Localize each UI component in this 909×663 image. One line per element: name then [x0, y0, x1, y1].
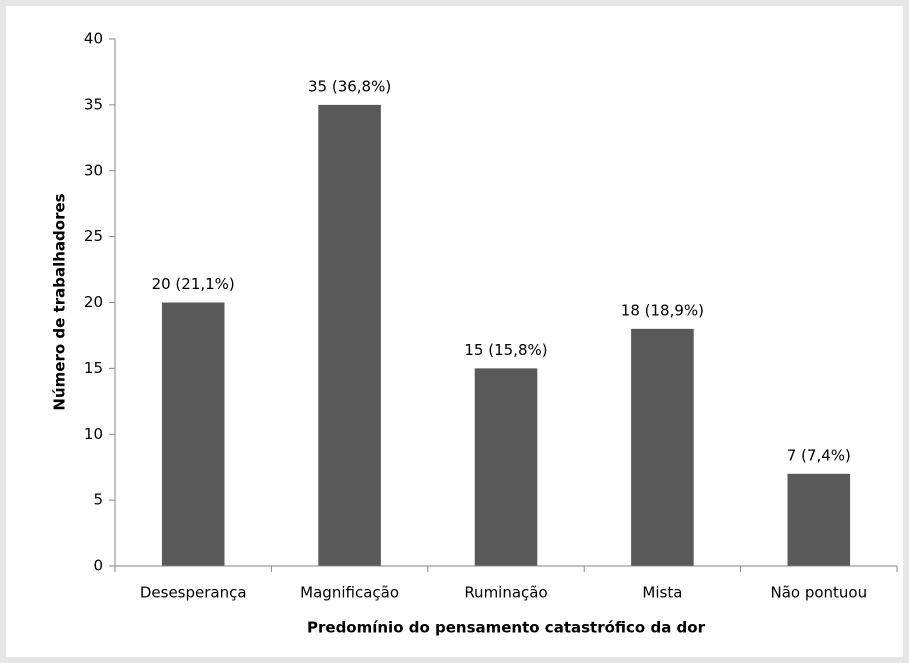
- bar: [631, 328, 694, 566]
- x-tick-label: Não pontuou: [770, 584, 867, 602]
- y-tick-label: 20: [84, 293, 103, 311]
- bar: [787, 473, 851, 566]
- data-label: 35 (36,8%): [308, 77, 391, 95]
- bar: [474, 368, 538, 566]
- y-tick-label: 25: [84, 227, 103, 245]
- bar: [318, 104, 381, 566]
- y-tick-label: 0: [93, 557, 103, 575]
- x-tick-label: Desesperança: [140, 584, 247, 602]
- y-tick-label: 30: [84, 161, 103, 179]
- data-label: 20 (21,1%): [152, 275, 235, 293]
- x-axis-label: Predomínio do pensamento catastrófico da…: [307, 619, 706, 637]
- bar: [161, 302, 225, 566]
- y-tick-label: 35: [84, 95, 103, 113]
- y-tick-label: 5: [93, 491, 103, 509]
- y-tick-label: 40: [84, 30, 103, 48]
- y-tick-label: 10: [84, 425, 103, 443]
- data-label: 7 (7,4%): [787, 446, 851, 464]
- chart-area: [6, 6, 903, 657]
- y-axis-label: Número de trabalhadores: [51, 193, 69, 410]
- y-tick-label: 15: [84, 359, 103, 377]
- x-tick-label: Ruminação: [464, 584, 547, 602]
- x-tick-label: Mista: [642, 584, 682, 602]
- data-label: 15 (15,8%): [464, 341, 547, 359]
- data-label: 18 (18,9%): [621, 301, 704, 319]
- x-tick-label: Magnificação: [300, 584, 399, 602]
